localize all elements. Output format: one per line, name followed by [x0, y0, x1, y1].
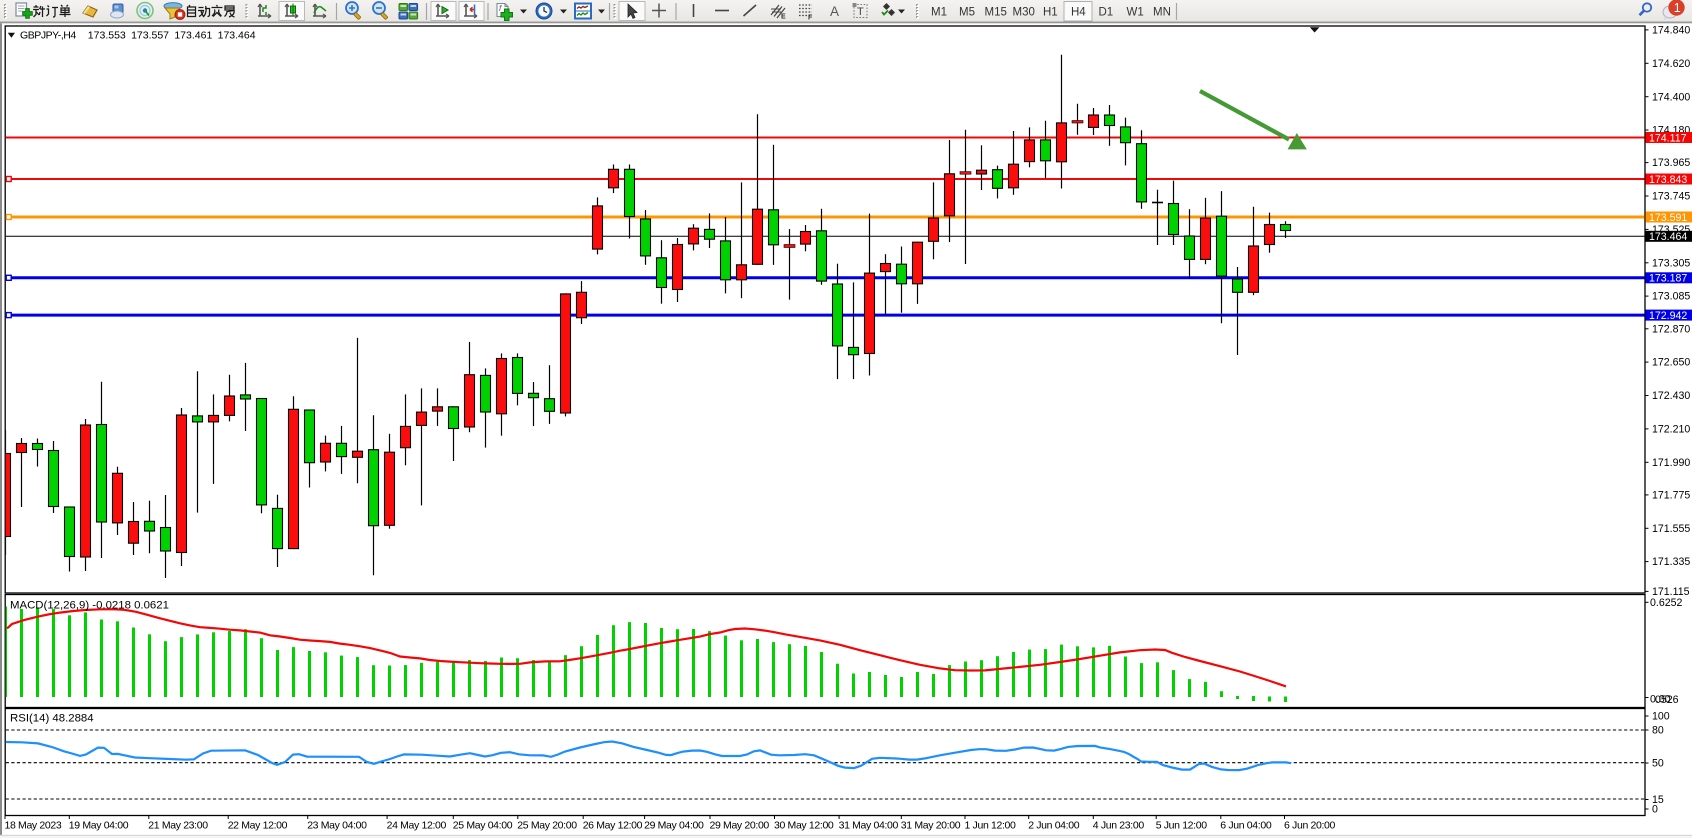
- svg-text:174.400: 174.400: [1652, 91, 1690, 103]
- svg-text:18 May 2023: 18 May 2023: [5, 820, 62, 832]
- svg-text:MN: MN: [1153, 7, 1171, 19]
- svg-text:F: F: [808, 15, 813, 22]
- svg-text:80: 80: [1652, 725, 1664, 737]
- svg-text:174.840: 174.840: [1652, 25, 1690, 37]
- svg-text:25 May 04:00: 25 May 04:00: [453, 820, 513, 832]
- svg-text:15: 15: [1652, 794, 1664, 806]
- svg-text:171.555: 171.555: [1652, 523, 1690, 535]
- svg-text:GBPJPY-,H4: GBPJPY-,H4: [20, 30, 76, 42]
- svg-text:M15: M15: [985, 7, 1007, 19]
- svg-text:31 May 04:00: 31 May 04:00: [839, 820, 899, 832]
- svg-text:172.430: 172.430: [1652, 390, 1690, 402]
- svg-text:25 May 20:00: 25 May 20:00: [517, 820, 577, 832]
- svg-text:M1: M1: [931, 7, 947, 19]
- svg-text:M30: M30: [1013, 7, 1035, 19]
- svg-text:29 May 04:00: 29 May 04:00: [644, 820, 704, 832]
- svg-text:5 Jun 12:00: 5 Jun 12:00: [1156, 820, 1208, 832]
- svg-text:H1: H1: [1043, 7, 1058, 19]
- svg-text:E: E: [781, 14, 786, 21]
- svg-text:6 Jun 20:00: 6 Jun 20:00: [1284, 820, 1336, 832]
- svg-text:f: f: [499, 4, 502, 13]
- svg-text:171.335: 171.335: [1652, 556, 1690, 568]
- svg-text:0526: 0526: [1655, 694, 1679, 706]
- svg-text:173.591: 173.591: [1649, 212, 1687, 224]
- svg-text:172.650: 172.650: [1652, 357, 1690, 369]
- svg-text:0: 0: [1652, 804, 1658, 816]
- svg-text:173.187: 173.187: [1649, 273, 1687, 285]
- svg-text:MACD(12,26,9) -0.0218 0.0621: MACD(12,26,9) -0.0218 0.0621: [10, 600, 169, 612]
- svg-text:173.843: 173.843: [1649, 174, 1687, 186]
- svg-text:174.620: 174.620: [1652, 58, 1690, 70]
- svg-text:173.305: 173.305: [1652, 257, 1690, 269]
- svg-text:19 May 04:00: 19 May 04:00: [69, 820, 129, 832]
- svg-text:30 May 12:00: 30 May 12:00: [774, 820, 834, 832]
- svg-text:T: T: [857, 6, 864, 18]
- svg-text:23 May 04:00: 23 May 04:00: [307, 820, 367, 832]
- svg-text:173.464: 173.464: [1649, 231, 1687, 243]
- svg-text:6 Jun 04:00: 6 Jun 04:00: [1220, 820, 1272, 832]
- svg-text:173.085: 173.085: [1652, 291, 1690, 303]
- svg-text:W1: W1: [1127, 7, 1144, 19]
- svg-text:H4: H4: [1071, 7, 1086, 19]
- svg-text:4 Jun 23:00: 4 Jun 23:00: [1093, 820, 1145, 832]
- svg-text:100: 100: [1652, 711, 1670, 723]
- svg-text:174.117: 174.117: [1649, 132, 1687, 144]
- svg-text:D1: D1: [1099, 7, 1114, 19]
- svg-text:2 Jun 04:00: 2 Jun 04:00: [1028, 820, 1080, 832]
- svg-text:21 May 23:00: 21 May 23:00: [148, 820, 208, 832]
- svg-text:0.00: 0.00: [1650, 693, 1671, 705]
- svg-text:A: A: [830, 4, 839, 19]
- svg-text:24 May 12:00: 24 May 12:00: [387, 820, 447, 832]
- svg-text:171.115: 171.115: [1652, 586, 1690, 598]
- svg-text:173.965: 173.965: [1652, 157, 1690, 169]
- svg-text:173.745: 173.745: [1652, 191, 1690, 203]
- svg-text:0.6252: 0.6252: [1650, 597, 1683, 609]
- svg-text:1: 1: [1674, 1, 1681, 15]
- svg-text:RSI(14) 48.2884: RSI(14) 48.2884: [10, 713, 94, 725]
- svg-text:172.870: 172.870: [1652, 323, 1690, 335]
- svg-text:171.990: 171.990: [1652, 457, 1690, 469]
- svg-text:171.775: 171.775: [1652, 490, 1690, 502]
- svg-text:M5: M5: [959, 7, 975, 19]
- svg-text:1 Jun 12:00: 1 Jun 12:00: [965, 820, 1017, 832]
- svg-text:22 May 12:00: 22 May 12:00: [228, 820, 288, 832]
- svg-text:26 May 12:00: 26 May 12:00: [583, 820, 643, 832]
- svg-text:172.942: 172.942: [1649, 310, 1687, 322]
- svg-text:31 May 20:00: 31 May 20:00: [901, 820, 961, 832]
- svg-text:172.210: 172.210: [1652, 424, 1690, 436]
- svg-text:50: 50: [1652, 758, 1664, 770]
- svg-text:173.553 173.557 173.461 173.46: 173.553 173.557 173.461 173.464: [88, 30, 256, 42]
- svg-text:29 May 20:00: 29 May 20:00: [710, 820, 770, 832]
